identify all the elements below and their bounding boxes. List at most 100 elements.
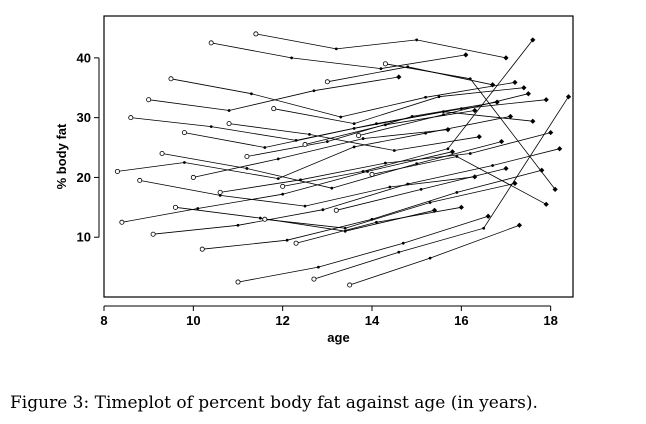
series-line [175, 206, 435, 232]
last-visit-point [507, 113, 514, 120]
last-visit-point [476, 134, 482, 140]
x-tick-label: 16 [454, 313, 468, 328]
series-line [282, 39, 534, 187]
visit-point [442, 113, 445, 117]
visit-point [352, 126, 356, 130]
series-trajectory [262, 180, 518, 230]
visit-point [410, 115, 414, 118]
series-trajectory [324, 65, 496, 88]
y-tick-label: 10 [77, 230, 91, 245]
figure-caption: Figure 3: Timeplot of percent body fat a… [10, 393, 538, 413]
first-visit-point [128, 115, 134, 121]
visit-point [299, 178, 302, 182]
series-line [121, 151, 453, 223]
visit-point [250, 92, 253, 96]
first-visit-point [311, 276, 317, 282]
first-visit-point [369, 171, 375, 177]
last-visit-point [445, 126, 451, 133]
first-visit-point [253, 31, 259, 37]
series-line [229, 123, 480, 151]
visit-point [379, 67, 383, 71]
series-line [211, 42, 466, 70]
x-tick-label: 8 [100, 313, 107, 328]
visit-point [227, 109, 231, 112]
last-visit-point [503, 55, 509, 61]
visit-point [406, 182, 410, 186]
visit-point [330, 186, 334, 190]
visit-point [209, 125, 213, 129]
visit-point [415, 162, 419, 166]
y-axis-title: % body fat [54, 123, 69, 189]
visit-point [446, 147, 450, 151]
series-trajectory [382, 61, 558, 192]
last-visit-point [498, 138, 505, 145]
visit-point [482, 226, 486, 230]
visit-point [352, 145, 356, 149]
visit-point [321, 208, 325, 212]
series-line [170, 78, 515, 118]
first-visit-point [244, 153, 250, 159]
last-visit-point [490, 82, 496, 88]
series-trajectory [369, 155, 549, 207]
series-trajectory [150, 146, 563, 237]
y-tick-label: 20 [77, 170, 91, 185]
first-visit-point [168, 76, 174, 82]
visit-point [401, 241, 405, 245]
last-visit-point [525, 91, 531, 97]
series-line [153, 148, 560, 235]
series-line [237, 215, 489, 283]
series-line [327, 66, 493, 86]
first-visit-point [356, 133, 362, 139]
y-tick-label: 40 [77, 50, 91, 65]
visit-point [361, 170, 365, 173]
series-layer [114, 31, 572, 288]
first-visit-point [208, 40, 214, 46]
visit-point [281, 192, 285, 196]
visit-point [424, 131, 427, 135]
visit-point [424, 95, 427, 99]
visit-point [491, 164, 494, 167]
last-visit-point [463, 52, 469, 58]
axis-layer: 8 10 12 14 16 18 10 20 30 40 [77, 50, 558, 328]
visit-point [325, 140, 329, 143]
x-tick-label: 18 [543, 313, 557, 328]
last-visit-point [530, 118, 536, 124]
visit-point [258, 216, 262, 220]
series-trajectory [217, 129, 554, 195]
visit-point [384, 123, 387, 127]
visit-point [334, 47, 338, 51]
visit-point [375, 220, 378, 224]
visit-point [397, 250, 401, 254]
visit-point [437, 95, 441, 99]
first-visit-point [159, 151, 165, 157]
first-visit-point [333, 207, 339, 213]
visit-point [263, 146, 267, 149]
first-visit-point [181, 130, 187, 136]
first-visit-point [114, 168, 120, 174]
first-visit-point [302, 142, 308, 148]
series-line [202, 169, 542, 250]
series-line [117, 116, 511, 180]
last-visit-point [396, 74, 402, 80]
visit-point [183, 161, 186, 164]
series-line [313, 96, 569, 280]
series-trajectory [168, 76, 518, 119]
series-trajectory [244, 99, 500, 159]
last-visit-point [530, 37, 536, 43]
x-tick-label: 10 [186, 313, 200, 328]
series-line [184, 111, 533, 148]
first-visit-point [190, 174, 196, 180]
visit-point [285, 238, 289, 242]
series-line [255, 33, 507, 59]
first-visit-point [271, 106, 277, 112]
visit-point [352, 122, 356, 126]
series-trajectory [356, 91, 531, 139]
visit-point [388, 185, 392, 189]
series-trajectory [172, 204, 438, 233]
last-visit-point [521, 85, 527, 91]
first-visit-point [119, 219, 125, 225]
first-visit-point [293, 240, 299, 246]
series-trajectory [293, 204, 464, 246]
first-visit-point [226, 121, 232, 127]
